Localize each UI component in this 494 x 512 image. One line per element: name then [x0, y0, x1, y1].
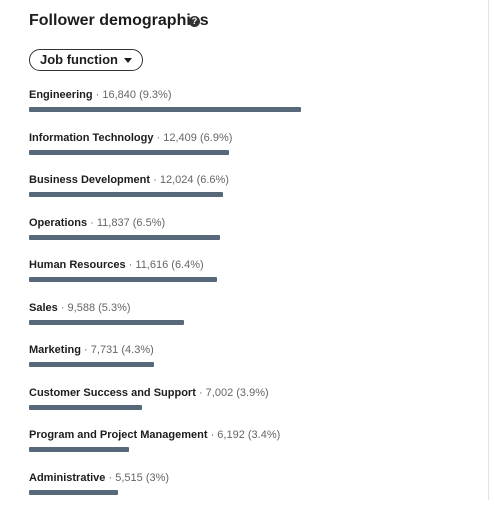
row-label: Sales	[29, 301, 58, 314]
separator: ·	[153, 174, 157, 186]
follower-count: 12,024	[159, 174, 194, 186]
follower-share: (6.9%)	[199, 131, 233, 144]
follower-share: (5.3%)	[98, 301, 131, 314]
follower-count: 6,192	[217, 429, 245, 441]
dropdown-caret	[124, 57, 132, 63]
separator: ·	[90, 216, 94, 229]
separator: ·	[128, 259, 133, 271]
row-text: Administrative · 5,515 (3%)	[29, 472, 469, 484]
follower-count: 11,616	[135, 259, 169, 271]
follower-count: 9,588	[67, 301, 96, 314]
separator: ·	[84, 344, 88, 356]
row-text: Information Technology · 12,409 (6.9%)	[29, 132, 469, 144]
demographic-row: Marketing · 7,731 (4.3%)	[29, 344, 469, 384]
follower-share: (9.3%)	[139, 89, 172, 101]
separator: ·	[95, 89, 100, 101]
follower-share: (6.5%)	[132, 216, 166, 229]
separator: ·	[108, 471, 113, 484]
row-text: Engineering · 16,840 (9.3%)	[29, 89, 469, 101]
demographic-row: Human Resources · 11,616 (6.4%)	[29, 259, 469, 299]
row-label: Information Technology	[29, 131, 154, 144]
follower-share: (3.9%)	[236, 386, 269, 399]
bar	[29, 319, 184, 325]
follower-share: (6.6%)	[196, 174, 229, 186]
row-label: Operations	[29, 216, 88, 229]
row-text: Business Development · 12,024 (6.6%)	[29, 174, 469, 186]
page: {"title": "Follower demographics", "drop…	[29, 0, 489, 500]
row-label: Human Resources	[29, 259, 126, 271]
follower-share: (3.4%)	[247, 429, 281, 441]
bar	[29, 447, 129, 452]
row-label: Marketing	[29, 344, 81, 356]
row-text: Operations · 11,837 (6.5%)	[29, 217, 469, 229]
row-label: Engineering	[29, 89, 93, 101]
follower-share: (6.4%)	[171, 259, 204, 271]
separator: ·	[198, 386, 203, 399]
separator: ·	[60, 301, 65, 314]
dropdown[interactable]: Job function	[29, 49, 143, 71]
bar	[29, 362, 154, 367]
row-label: Administrative	[29, 471, 106, 484]
row-text: Human Resources · 11,616 (6.4%)	[29, 259, 469, 271]
demographic-row: Administrative · 5,515 (3%)	[29, 472, 469, 512]
separator: ·	[156, 131, 161, 144]
demographic-row: Program and Project Management · 6,192 (…	[29, 429, 469, 469]
row-text: Customer Success and Support · 7,002 (3.…	[29, 387, 469, 399]
row-label: Program and Project Management	[29, 429, 208, 441]
row-label: Business Development	[29, 174, 151, 186]
demographic-row: Customer Success and Support · 7,002 (3.…	[29, 387, 469, 427]
bar	[29, 192, 224, 197]
row-text: Marketing · 7,731 (4.3%)	[29, 344, 469, 356]
demographic-row: Sales · 9,588 (5.3%)	[29, 302, 469, 342]
card-title: Follower demographics	[29, 12, 209, 29]
demographic-row: Engineering · 16,840 (9.3%)	[29, 89, 469, 129]
bar	[29, 149, 230, 155]
demographic-row: Business Development · 12,024 (6.6%)	[29, 174, 469, 214]
follower-count: 11,837	[96, 216, 130, 229]
dropdown-label: Job function	[40, 52, 118, 67]
follower-count: 7,002	[205, 386, 234, 399]
row-text: Sales · 9,588 (5.3%)	[29, 302, 469, 314]
bar	[29, 107, 301, 112]
follower-count: 5,515	[115, 471, 143, 484]
bar	[29, 277, 217, 282]
card: Follower demographics ? Job function Eng…	[29, 0, 489, 500]
demographic-row: Information Technology · 12,409 (6.9%)	[29, 132, 469, 172]
follower-count: 7,731	[90, 344, 119, 356]
row-text: Program and Project Management · 6,192 (…	[29, 429, 469, 441]
row-label: Customer Success and Support	[29, 386, 196, 399]
help-icon[interactable]: ?	[189, 16, 200, 27]
bar	[29, 489, 119, 495]
follower-count: 12,409	[163, 131, 197, 144]
follower-share: (4.3%)	[121, 344, 154, 356]
bar	[29, 404, 143, 410]
follower-share: (3%)	[145, 471, 170, 484]
follower-count: 16,840	[102, 89, 137, 101]
bar	[29, 234, 221, 240]
separator: ·	[210, 429, 215, 441]
demographic-row: Operations · 11,837 (6.5%)	[29, 217, 469, 257]
